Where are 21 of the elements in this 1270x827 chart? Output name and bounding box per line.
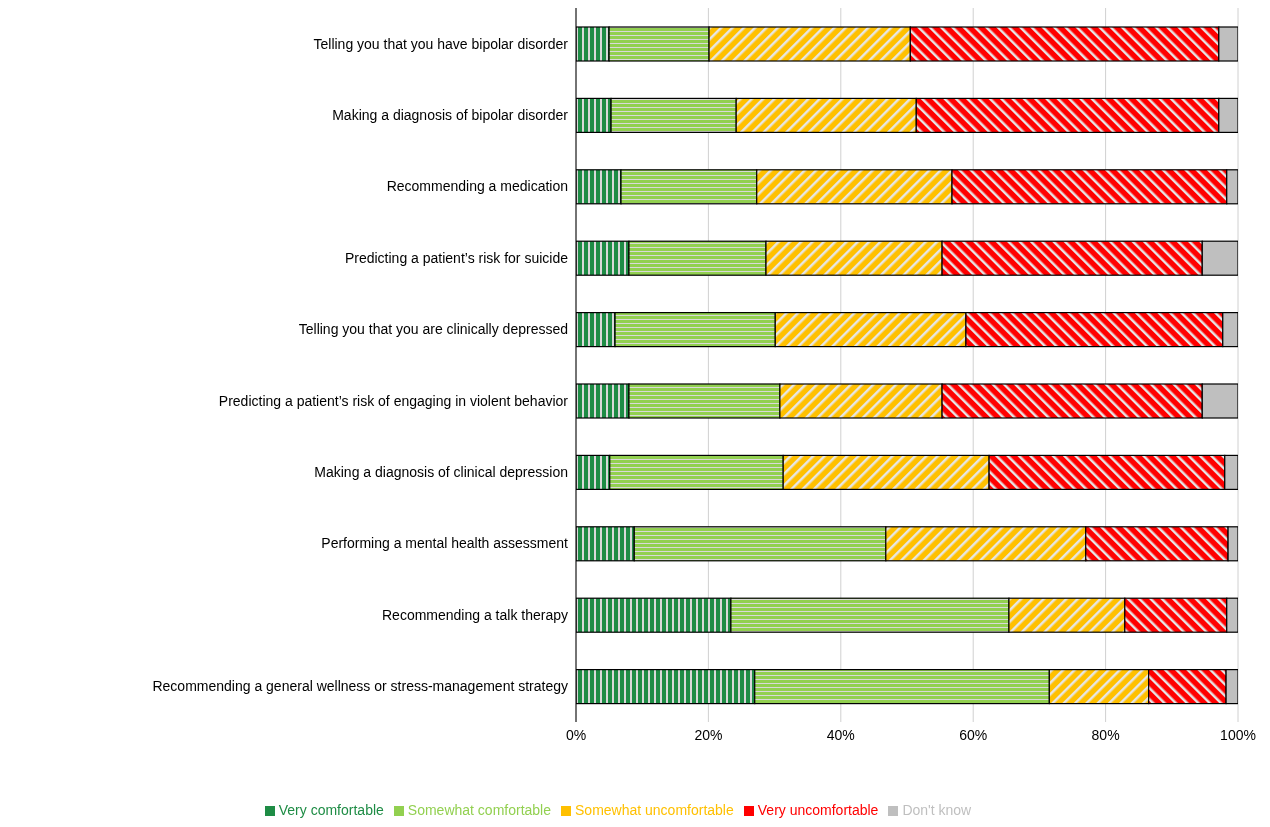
y-tick-label: Making a diagnosis of bipolar disorder [332, 107, 569, 124]
y-tick-label: Predicting a patient’s risk for suicide [344, 249, 569, 266]
legend-label: Somewhat comfortable [407, 802, 552, 818]
y-tick-label: Predicting a patient’s risk of engaging in violent behavior [218, 392, 569, 409]
x-tick-label: 0% [565, 726, 587, 743]
y-tick-label: Telling you that you have bipolar disorder [313, 35, 569, 52]
x-tick-label: 60% [959, 726, 988, 743]
legend-label: Don't know [902, 802, 972, 818]
y-tick-label: Recommending a medication [386, 178, 568, 195]
x-tick-label: 100% [1220, 726, 1256, 743]
y-tick-label: Recommending a talk therapy [382, 606, 568, 623]
x-tick-label: 80% [1091, 726, 1120, 743]
y-tick-label: Performing a mental health assessment [321, 535, 569, 552]
x-tick-label: 20% [694, 726, 723, 743]
y-tick-label: Recommending a general wellness or stress-management strategy [152, 678, 568, 695]
x-tick-label: 40% [826, 726, 855, 743]
legend-label: Somewhat uncomfortable [575, 802, 734, 818]
legend-label: Very uncomfortable [757, 802, 879, 818]
legend-label: Very comfortable [278, 802, 384, 818]
y-tick-label: Telling you that you are clinically depressed [298, 321, 568, 338]
y-tick-label: Making a diagnosis of clinical depression [314, 464, 568, 481]
